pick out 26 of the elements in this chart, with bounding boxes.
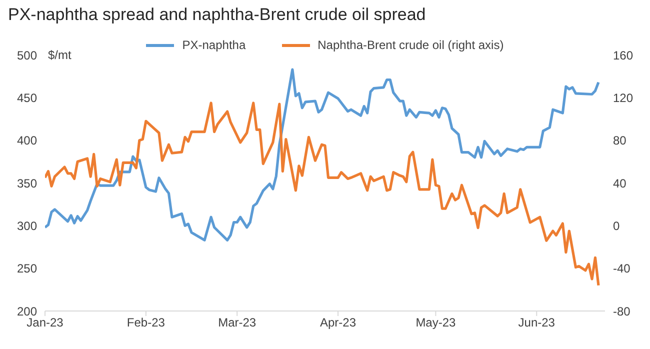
x-tick-label: Jan-23 <box>26 316 64 330</box>
x-tick-label: Mar-23 <box>218 316 256 330</box>
y-axis-title: $/mt <box>48 48 72 62</box>
y-tick-label: 500 <box>16 48 38 62</box>
y-tick-label: 300 <box>16 218 38 233</box>
line-series <box>45 68 600 242</box>
legend-label: Naphtha-Brent crude oil (right axis) <box>318 38 504 52</box>
y-tick-label: 400 <box>16 134 38 148</box>
y2-tick-label: -80 <box>613 304 631 318</box>
x-tick-label: Apr-23 <box>320 316 356 330</box>
y2-tick-label: 160 <box>613 48 634 62</box>
y2-tick-label: 0 <box>613 218 620 233</box>
x-tick-label: Feb-23 <box>126 316 166 330</box>
y-tick-label: 350 <box>16 176 38 190</box>
legend-label: PX-naphtha <box>182 38 246 52</box>
chart-title: PX-naphtha spread and naphtha-Brent crude oil spread <box>8 5 426 25</box>
x-tick-label: Jun-23 <box>518 316 556 330</box>
x-tick-label: May-23 <box>416 316 456 330</box>
line-series <box>45 102 600 287</box>
y-tick-label: 200 <box>16 304 38 318</box>
y2-tick-label: 40 <box>613 176 627 190</box>
y2-tick-label: 120 <box>613 90 634 105</box>
y-tick-label: 250 <box>16 262 38 276</box>
y2-tick-label: -40 <box>613 262 631 276</box>
y-tick-label: 450 <box>16 90 38 105</box>
y2-tick-label: 80 <box>613 134 627 148</box>
